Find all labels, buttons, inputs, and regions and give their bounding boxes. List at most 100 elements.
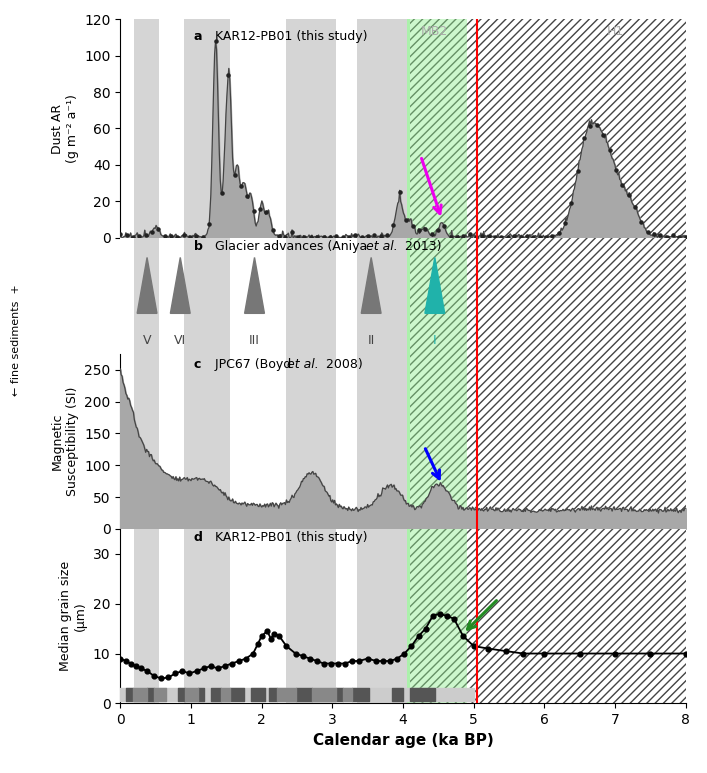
Point [198, 662, 209, 675]
Point [508, 230, 520, 242]
Point [457, 230, 469, 243]
Bar [357, 354, 407, 529]
Bar [407, 19, 467, 237]
Point [212, 662, 223, 675]
Point [205, 660, 216, 673]
Point [127, 231, 139, 243]
Point [385, 655, 396, 667]
Point [219, 660, 230, 673]
Point [311, 655, 322, 667]
Point [159, 230, 170, 243]
Point [648, 228, 660, 240]
Point [331, 230, 342, 242]
Point [413, 630, 424, 642]
Point [248, 205, 259, 217]
Point [165, 230, 177, 242]
Point [115, 227, 126, 240]
Point [369, 229, 380, 241]
Point [235, 180, 247, 192]
Point [406, 640, 417, 652]
X-axis label: Calendar age (ka BP): Calendar age (ka BP) [312, 733, 493, 747]
Point [399, 647, 410, 659]
Point [332, 657, 344, 669]
Bar [410, 354, 686, 529]
Point [356, 230, 368, 243]
Point [255, 203, 266, 215]
Point [281, 640, 292, 652]
Bar [407, 19, 467, 237]
Point [363, 230, 374, 242]
Bar [184, 237, 230, 354]
Point [130, 660, 141, 673]
Point [432, 224, 443, 237]
Bar [184, 19, 230, 237]
Point [274, 230, 285, 243]
Point [290, 647, 301, 659]
Text: V: V [143, 334, 151, 346]
Point [339, 657, 351, 669]
Point [413, 224, 424, 237]
Bar [357, 19, 407, 237]
Text: Glacier advances (Aniya: Glacier advances (Aniya [211, 240, 371, 253]
Point [354, 655, 365, 667]
Text: 2013): 2013) [401, 240, 441, 253]
Point [489, 231, 501, 243]
Bar [286, 529, 336, 703]
Point [468, 640, 479, 652]
Bar [410, 529, 686, 703]
Point [261, 206, 272, 218]
Point [141, 665, 153, 677]
Bar [286, 237, 336, 354]
Point [267, 223, 279, 236]
Point [534, 230, 545, 243]
Bar [134, 19, 159, 237]
Point [252, 638, 264, 650]
Point [134, 230, 145, 242]
Point [434, 608, 445, 620]
Point [559, 217, 571, 230]
Point [350, 229, 361, 241]
Point [617, 179, 628, 192]
Point [140, 229, 151, 241]
Point [667, 229, 679, 241]
Point [191, 230, 202, 242]
Point [242, 190, 253, 203]
Bar [407, 354, 467, 529]
Text: VI: VI [174, 334, 187, 346]
Point [210, 35, 221, 47]
Point [362, 652, 373, 665]
Point [191, 665, 202, 677]
Point [420, 622, 431, 635]
Point [370, 655, 382, 667]
Bar [410, 19, 686, 237]
Text: H1: H1 [607, 25, 624, 38]
Point [256, 630, 267, 642]
Y-axis label: Dust AR
(g m⁻² a⁻¹): Dust AR (g m⁻² a⁻¹) [50, 94, 78, 163]
Point [395, 186, 406, 198]
Point [645, 647, 656, 659]
Point [521, 230, 532, 242]
Point [297, 650, 308, 662]
Bar [407, 237, 467, 354]
Point [629, 201, 641, 213]
Point [540, 231, 551, 243]
Point [604, 144, 615, 156]
Text: c: c [194, 358, 201, 370]
Point [642, 226, 653, 238]
Point [286, 226, 298, 238]
Text: et al.: et al. [287, 358, 319, 370]
Point [426, 227, 437, 240]
Bar [184, 354, 230, 529]
Point [125, 657, 136, 669]
Point [382, 229, 393, 241]
Point [274, 630, 285, 642]
Point [500, 645, 511, 657]
Bar [134, 529, 159, 703]
Point [346, 655, 358, 667]
Bar [407, 529, 467, 703]
Point [636, 216, 647, 228]
Point [247, 647, 259, 659]
Point [457, 630, 469, 642]
Bar [357, 237, 407, 354]
Text: I: I [433, 334, 437, 346]
